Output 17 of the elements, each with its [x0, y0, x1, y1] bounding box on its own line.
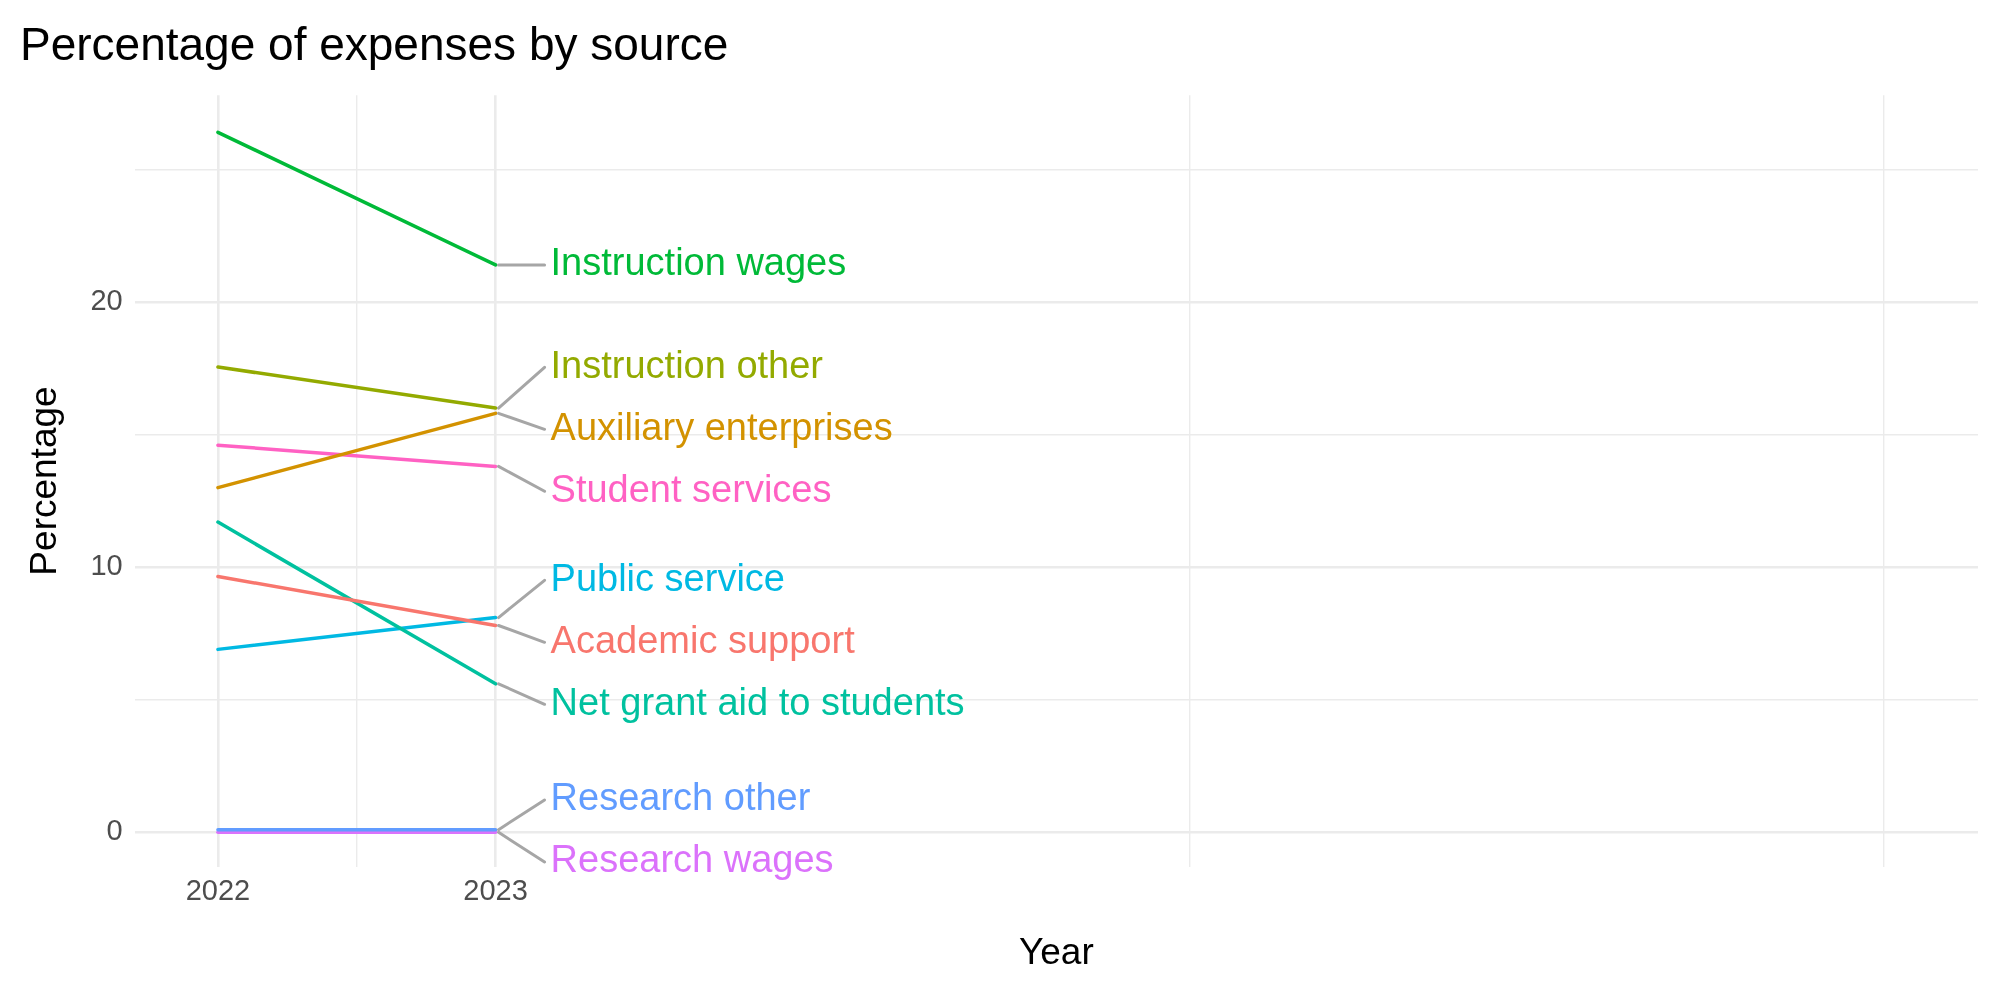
series-label: Public service — [550, 556, 785, 599]
chart-title: Percentage of expenses by source — [20, 18, 729, 71]
y-tick-label: 0 — [106, 814, 123, 847]
series-label: Auxiliary enterprises — [550, 405, 893, 448]
series-label: Net grant aid to students — [550, 680, 965, 723]
series-label: Student services — [550, 467, 832, 510]
series-label: Instruction other — [550, 343, 824, 386]
series-label: Academic support — [550, 618, 856, 661]
x-tick-label: 2022 — [185, 874, 251, 907]
series-label: Research other — [550, 776, 811, 819]
series-label: Research wages — [550, 838, 834, 881]
series-label: Instruction wages — [550, 241, 847, 284]
y-axis-title: Percentage — [23, 386, 65, 576]
x-tick-label: 2023 — [463, 874, 528, 907]
y-tick-label: 20 — [90, 284, 123, 317]
x-axis-title: Year — [1018, 931, 1094, 972]
y-tick-label: 10 — [90, 549, 123, 582]
